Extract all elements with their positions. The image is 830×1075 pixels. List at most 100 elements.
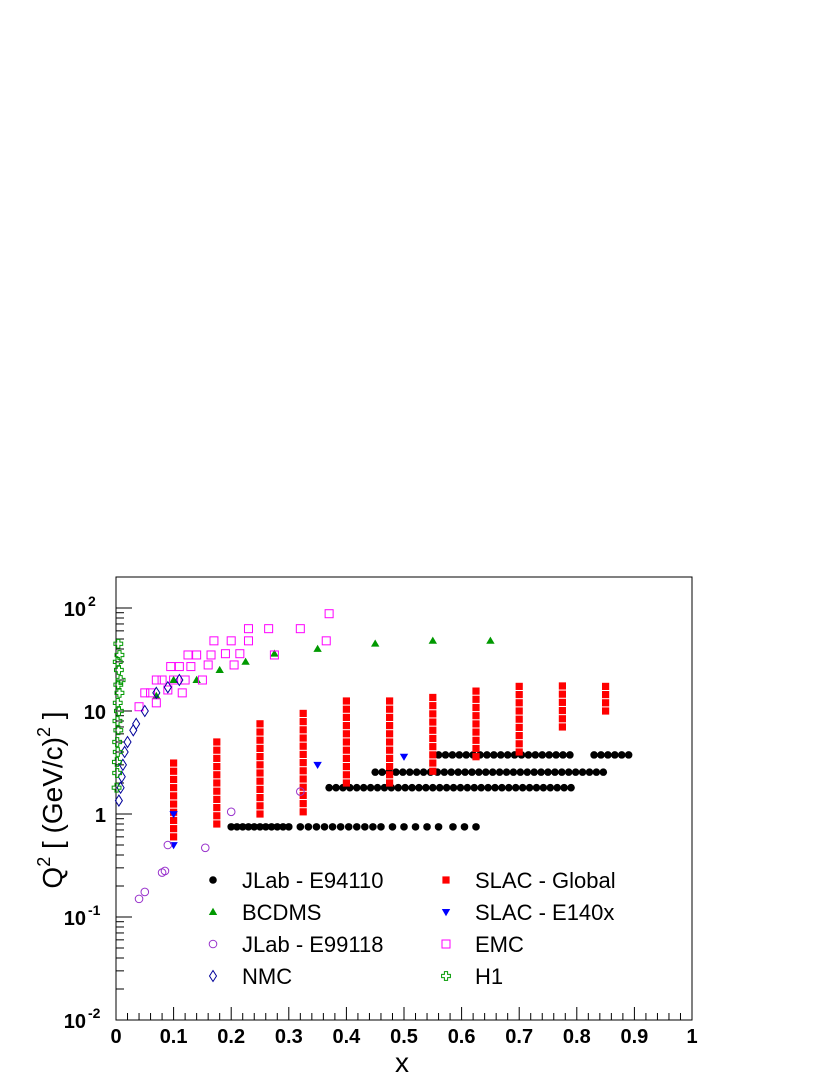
- data-point: [463, 783, 472, 792]
- legend-label-nmc: NMC: [242, 964, 292, 989]
- data-point: [180, 675, 190, 685]
- data-point: [511, 783, 520, 792]
- data-point: [114, 650, 125, 660]
- y-axis-title-q: Q: [37, 867, 68, 889]
- data-layer: [111, 609, 633, 904]
- data-point: [560, 783, 568, 792]
- data-point: [599, 768, 608, 776]
- data-point: [209, 636, 219, 646]
- data-point: [213, 771, 221, 779]
- data-point: [111, 782, 122, 793]
- x-axis-title: x: [395, 1047, 409, 1075]
- data-point: [524, 751, 533, 759]
- data-point: [558, 690, 566, 698]
- legend-item-nmc: NMC: [208, 964, 292, 989]
- data-point: [484, 783, 492, 792]
- data-point: [558, 723, 566, 731]
- y-tick-exponent: -1: [88, 902, 101, 918]
- data-point: [578, 768, 587, 776]
- data-point: [342, 762, 350, 771]
- data-point: [592, 768, 601, 776]
- data-point: [392, 768, 400, 776]
- data-point: [304, 823, 313, 831]
- data-point: [551, 768, 559, 776]
- data-point: [140, 887, 150, 897]
- data-point: [553, 783, 562, 792]
- data-point: [342, 754, 350, 762]
- data-point: [386, 779, 394, 787]
- data-point: [423, 823, 431, 831]
- data-point: [571, 768, 580, 776]
- data-point: [545, 751, 553, 759]
- data-point: [503, 751, 512, 759]
- data-point: [472, 720, 480, 728]
- data-point: [299, 775, 307, 783]
- data-point: [220, 649, 230, 659]
- data-point: [411, 823, 420, 831]
- data-point: [299, 742, 307, 750]
- data-point: [344, 823, 353, 831]
- data-point: [515, 690, 523, 699]
- data-point: [455, 751, 464, 759]
- data-point: [299, 750, 307, 759]
- data-point: [538, 751, 547, 759]
- data-point: [113, 665, 124, 675]
- legend-label-jlab-e99118: JLab - E99118: [242, 932, 383, 957]
- data-point: [213, 762, 221, 771]
- data-point: [140, 688, 150, 698]
- data-point: [386, 738, 394, 746]
- data-point: [243, 624, 253, 634]
- data-point: [472, 703, 480, 712]
- data-point: [213, 779, 221, 787]
- data-point: [377, 823, 385, 831]
- data-point: [152, 686, 161, 700]
- data-point: [299, 791, 307, 800]
- data-point: [114, 687, 125, 698]
- data-point: [366, 783, 375, 792]
- data-point: [299, 718, 307, 726]
- data-point: [429, 710, 437, 718]
- data-point: [399, 753, 409, 761]
- data-point: [498, 783, 506, 792]
- y-axis-title-q-exponent: 2: [34, 857, 54, 867]
- data-point: [483, 751, 491, 759]
- data-point: [313, 644, 322, 652]
- data-point: [285, 823, 293, 831]
- data-point: [442, 783, 451, 792]
- data-point: [342, 713, 350, 721]
- y-tick-label: 10: [64, 1011, 86, 1033]
- data-point: [429, 759, 437, 767]
- data-point: [229, 660, 239, 670]
- data-point: [532, 783, 541, 792]
- data-point: [163, 680, 172, 694]
- data-point: [602, 682, 610, 691]
- data-point: [472, 823, 480, 831]
- legend-marker-bcdms: [208, 907, 218, 915]
- data-point: [472, 753, 480, 761]
- y-tick-exponent: 2: [88, 593, 96, 609]
- data-point: [163, 840, 173, 850]
- data-point: [325, 783, 333, 792]
- x-tick-label: 0.9: [620, 1026, 648, 1048]
- data-point: [544, 768, 552, 776]
- data-point: [250, 823, 259, 831]
- legend-label-slac-global: SLAC - Global: [475, 868, 616, 893]
- data-point: [434, 751, 443, 759]
- data-point: [488, 768, 497, 776]
- data-point: [342, 697, 350, 705]
- data-point: [515, 748, 523, 756]
- data-point: [279, 823, 287, 831]
- data-point: [342, 730, 350, 738]
- data-point: [273, 823, 282, 831]
- data-point: [405, 768, 414, 776]
- data-point: [475, 768, 483, 776]
- data-point: [604, 751, 612, 759]
- legend-marker-jlab-e94110: [209, 876, 217, 884]
- data-point: [515, 707, 523, 715]
- data-point: [170, 784, 178, 792]
- data-point: [472, 712, 480, 720]
- data-point: [118, 758, 128, 772]
- x-tick-label: 0.7: [505, 1026, 533, 1048]
- legend-label-jlab-e94110: JLab - E94110: [242, 868, 383, 893]
- data-point: [112, 656, 123, 667]
